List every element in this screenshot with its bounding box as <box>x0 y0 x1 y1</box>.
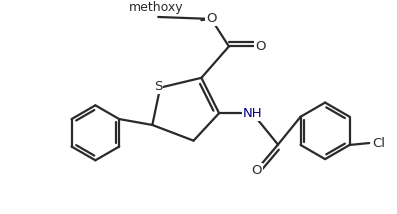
Text: methoxy: methoxy <box>129 1 183 14</box>
Text: S: S <box>154 80 162 93</box>
Text: O: O <box>206 12 216 25</box>
Text: NH: NH <box>243 107 262 120</box>
Text: O: O <box>255 40 266 53</box>
Text: O: O <box>251 164 262 177</box>
Text: Cl: Cl <box>372 137 385 150</box>
